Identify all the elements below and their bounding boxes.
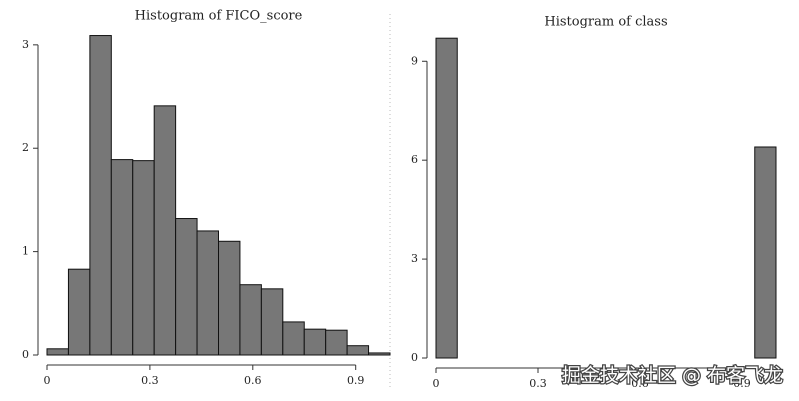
y-tick-label: 3 [22,38,29,51]
bar [196,230,219,356]
bar [218,240,241,356]
y-tick-label: 9 [411,54,418,67]
chart-title: Histogram of class [544,15,667,30]
y-tick-label: 0 [411,351,418,364]
x-tick-label: 0 [44,374,51,387]
bar [110,159,134,356]
x-tick-label: 0.3 [529,377,547,390]
bar [175,218,198,356]
bar [325,329,348,356]
watermark: 掘金技术社区 @ 布客飞龙 [562,365,783,387]
x-tick-label: 0.3 [141,374,159,387]
bar [303,328,327,356]
bar [346,345,370,356]
bar [260,288,284,356]
x-tick-label: 0 [433,377,440,390]
bar [89,35,112,356]
bar [46,348,69,356]
y-tick-label: 1 [22,245,29,258]
chart-title: Histogram of FICO_score [135,9,303,24]
y-tick-label: 6 [411,153,418,166]
y-tick-label: 2 [22,141,29,154]
y-tick-label: 3 [411,252,418,265]
bar [132,160,155,356]
bar [67,268,91,356]
bar [153,105,177,356]
bar [282,321,305,356]
x-tick-label: 0.9 [347,374,365,387]
x-tick-label: 0.9 [733,377,751,390]
x-tick-label: 0.6 [244,374,262,387]
bar [239,284,262,356]
bar [435,37,458,359]
x-tick-label: 0.6 [631,377,649,390]
y-tick-label: 0 [22,348,29,361]
bar [754,146,777,359]
bar [368,352,391,356]
